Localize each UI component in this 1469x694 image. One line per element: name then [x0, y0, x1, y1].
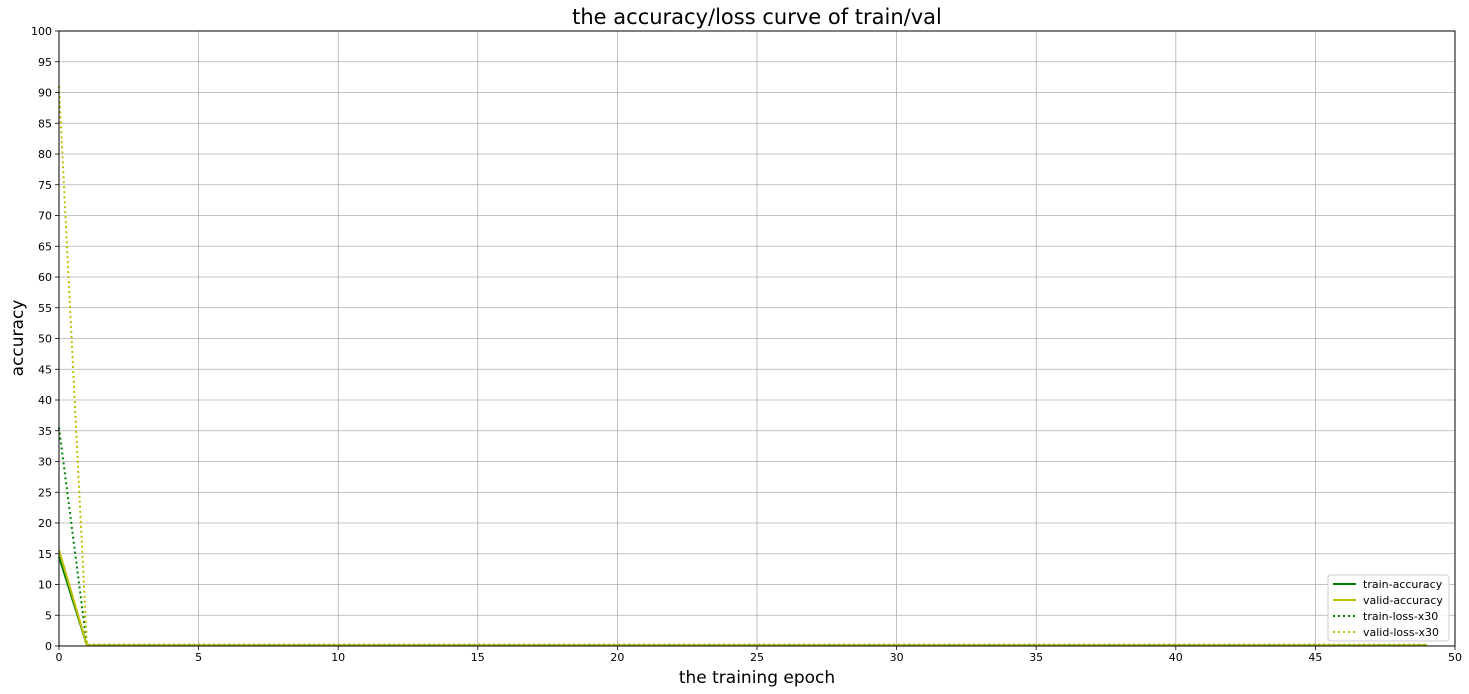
y-tick-label: 100 [31, 25, 52, 38]
y-tick-label: 95 [38, 56, 52, 69]
x-tick-label: 20 [610, 651, 624, 664]
legend-label: valid-loss-x30 [1363, 626, 1439, 639]
y-tick-label: 5 [45, 609, 52, 622]
x-tick-label: 25 [750, 651, 764, 664]
y-tick-label: 25 [38, 486, 52, 499]
series-line-train-accuracy [58, 556, 1428, 647]
y-tick-label: 35 [38, 425, 52, 438]
legend-label: train-accuracy [1363, 578, 1443, 591]
x-tick-label: 15 [471, 651, 485, 664]
y-tick-label: 80 [38, 148, 52, 161]
x-tick-label: 0 [56, 651, 63, 664]
x-tick-label: 30 [890, 651, 904, 664]
y-tick-label: 0 [45, 640, 52, 653]
y-tick-label: 20 [38, 517, 52, 530]
x-axis-label: the training epoch [679, 668, 835, 688]
legend-label: train-loss-x30 [1363, 610, 1438, 623]
y-tick-label: 55 [38, 302, 52, 315]
series-line-train-loss-x30 [58, 427, 1428, 646]
x-tick-label: 50 [1448, 651, 1462, 664]
x-tick-label: 40 [1169, 651, 1183, 664]
y-tick-label: 65 [38, 240, 52, 253]
x-tick-label: 10 [331, 651, 345, 664]
legend-box [1327, 574, 1450, 642]
y-tick-label: 45 [38, 363, 52, 376]
x-tick-label: 35 [1029, 651, 1043, 664]
axis-ticks: 0 5 10 15 20 25 30 35 40 45 50 0 5 10 15 20 25 30 35 40 45 50… [31, 25, 1462, 664]
chart-title: the accuracy/loss curve of train/val [572, 5, 942, 29]
y-tick-label: 10 [38, 579, 52, 592]
legend-label: valid-accuracy [1363, 594, 1443, 607]
y-axis-label: accuracy [8, 300, 28, 377]
y-tick-label: 15 [38, 548, 52, 561]
series-lines [58, 86, 1428, 647]
y-tick-label: 85 [38, 117, 52, 130]
x-tick-label: 45 [1308, 651, 1322, 664]
y-tick-label: 50 [38, 333, 52, 346]
series-line-valid-loss-x30 [58, 86, 1428, 646]
x-tick-label: 5 [195, 651, 202, 664]
y-tick-label: 75 [38, 179, 52, 192]
y-tick-label: 60 [38, 271, 52, 284]
y-tick-label: 40 [38, 394, 52, 407]
legend: train-accuracy valid-accuracy train-loss-x… [1327, 574, 1450, 642]
y-tick-label: 90 [38, 87, 52, 100]
grid-lines [58, 30, 1456, 647]
y-tick-label: 30 [38, 456, 52, 469]
series-line-valid-accuracy [58, 549, 1428, 647]
y-tick-label: 70 [38, 210, 52, 223]
